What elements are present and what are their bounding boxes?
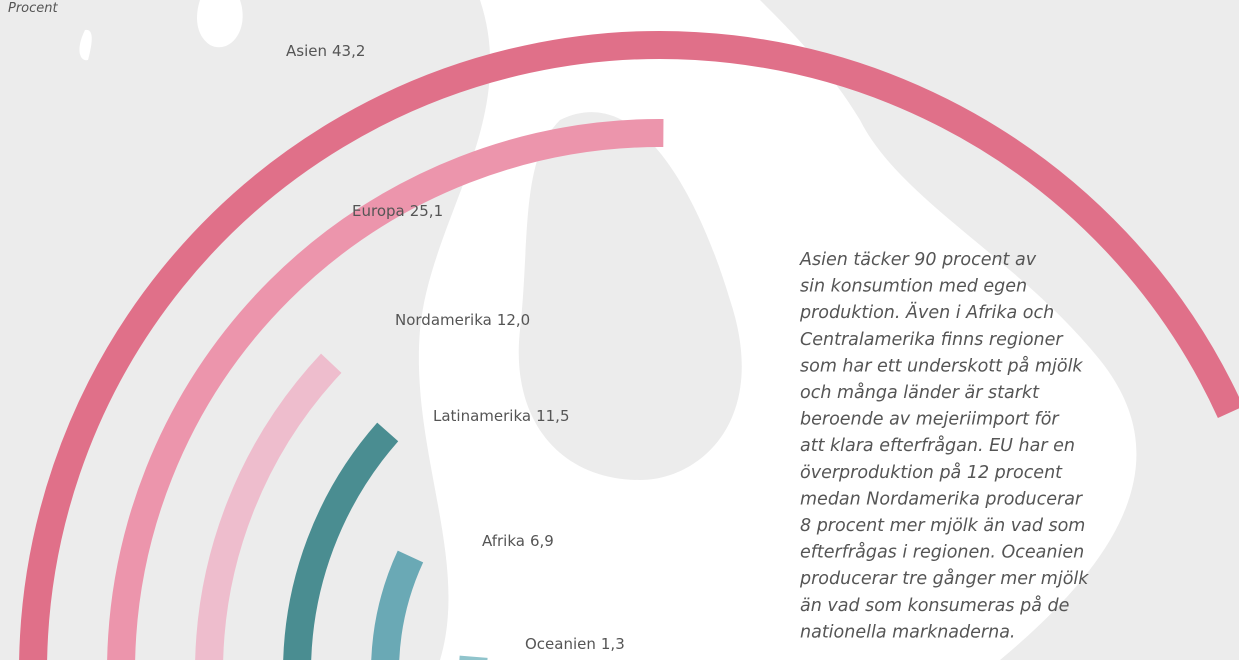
radial-bar: [459, 655, 488, 660]
bar-label: Nordamerika 12,0: [395, 311, 530, 329]
radial-bar: [107, 119, 664, 660]
bar-label: Europa 25,1: [352, 202, 443, 220]
annotation: Asien täcker 90 procent av sin konsumtion…: [799, 250, 1089, 642]
radial-bar: [371, 550, 424, 660]
radial-bar: [195, 353, 342, 660]
category-name: Europa: [352, 202, 405, 220]
category-name: Afrika: [482, 532, 525, 550]
bg-hole: [197, 0, 243, 48]
category-name: Oceanien: [525, 635, 596, 653]
value-label: 43,2: [332, 42, 365, 60]
value-label: 1,3: [601, 635, 625, 653]
annotation-line: än vad som konsumeras på de: [800, 595, 1069, 616]
annotation-line: som har ett underskott på mjölk: [800, 355, 1083, 376]
annotation-line: 8 procent mer mjölk än vad som: [800, 516, 1085, 536]
radial-bar: [19, 31, 1239, 660]
annotation-line: nationella marknaderna.: [800, 622, 1015, 642]
value-label: 6,9: [530, 532, 554, 550]
annotation-line: sin konsumtion med egen: [800, 277, 1027, 297]
annotation-line: att klara efterfrågan. EU har en: [800, 435, 1075, 456]
annotation-line: Asien täcker 90 procent av: [799, 250, 1037, 270]
annotation-line: medan Nordamerika producerar: [800, 489, 1084, 509]
bg-blob: [760, 0, 1239, 660]
unit-label: Procent: [8, 1, 59, 16]
bar-label: Oceanien 1,3: [525, 635, 625, 653]
annotation-line: överproduktion på 12 procent: [800, 462, 1063, 483]
value-label: 12,0: [497, 311, 530, 329]
annotation-line: efterfrågas i regionen. Oceanien: [800, 542, 1084, 563]
annotation-line: och många länder är starkt: [800, 382, 1040, 403]
bg-blob: [518, 112, 742, 480]
value-label: 11,5: [536, 407, 569, 425]
labels: Asien 43,2 Europa 25,1 Nordamerika 12,0 Latina…: [286, 42, 625, 653]
radial-bar: [283, 422, 399, 660]
annotation-line: beroende av mejeriimport för: [800, 410, 1060, 430]
annotation-line: produktion. Även i Afrika och: [799, 302, 1054, 323]
annotation-line: producerar tre gånger mer mjölk: [799, 568, 1089, 589]
bar-label: Latinamerika 11,5: [433, 407, 570, 425]
bg-hole: [79, 29, 92, 61]
bar-label: Afrika 6,9: [482, 532, 554, 550]
bars: [19, 31, 1239, 660]
category-name: Latinamerika: [433, 407, 531, 425]
value-label: 25,1: [410, 202, 443, 220]
bar-label: Asien 43,2: [286, 42, 365, 60]
annotation-line: Centralamerika finns regioner: [800, 330, 1064, 350]
category-name: Nordamerika: [395, 311, 492, 329]
category-name: Asien: [286, 42, 327, 60]
